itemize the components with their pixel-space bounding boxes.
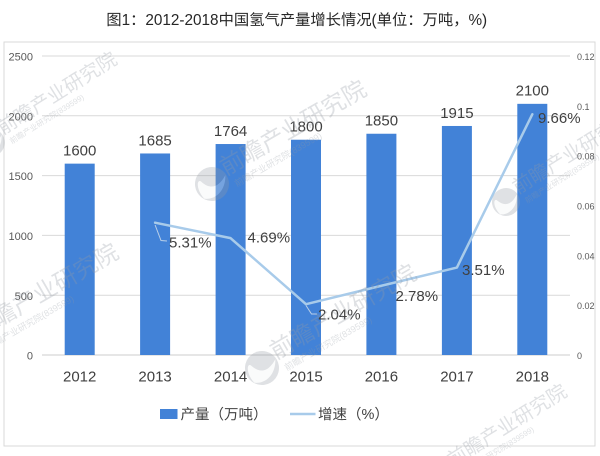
svg-text:1850: 1850 — [365, 113, 398, 130]
svg-text:2018: 2018 — [516, 368, 549, 385]
svg-text:1764: 1764 — [214, 123, 247, 140]
svg-text:1915: 1915 — [440, 105, 473, 122]
svg-text:9.66%: 9.66% — [538, 110, 581, 127]
svg-text:0: 0 — [577, 351, 582, 361]
svg-text:%): %) — [468, 12, 487, 29]
svg-text:2012: 2012 — [63, 368, 96, 385]
svg-text:2017: 2017 — [440, 368, 473, 385]
svg-text:0.08: 0.08 — [577, 152, 595, 162]
svg-text:0.1: 0.1 — [577, 102, 590, 112]
svg-text:1685: 1685 — [138, 132, 171, 149]
svg-text:(: ( — [372, 12, 377, 29]
svg-text:0.06: 0.06 — [577, 202, 595, 212]
svg-text:%: % — [362, 407, 375, 423]
svg-text:0: 0 — [27, 351, 33, 363]
svg-text:0.12: 0.12 — [577, 52, 595, 62]
svg-text:2100: 2100 — [516, 83, 549, 100]
svg-text:1: 1 — [122, 12, 131, 29]
svg-text:5.31%: 5.31% — [169, 234, 212, 251]
svg-text:1000: 1000 — [9, 231, 33, 243]
svg-text:2014: 2014 — [214, 368, 247, 385]
svg-text:4.69%: 4.69% — [248, 229, 291, 246]
svg-text:1600: 1600 — [63, 142, 96, 159]
svg-text:2016: 2016 — [365, 368, 398, 385]
svg-text:2.04%: 2.04% — [318, 306, 361, 323]
svg-text:2.78%: 2.78% — [396, 288, 439, 305]
svg-text:0.04: 0.04 — [577, 251, 595, 261]
svg-text:0.02: 0.02 — [577, 301, 595, 311]
svg-text:3.51%: 3.51% — [462, 262, 505, 279]
svg-text:2500: 2500 — [9, 52, 33, 64]
svg-text:2013: 2013 — [138, 368, 171, 385]
svg-text:1500: 1500 — [9, 171, 33, 183]
svg-text:2012-2018: 2012-2018 — [145, 12, 218, 29]
svg-text:2015: 2015 — [289, 368, 322, 385]
